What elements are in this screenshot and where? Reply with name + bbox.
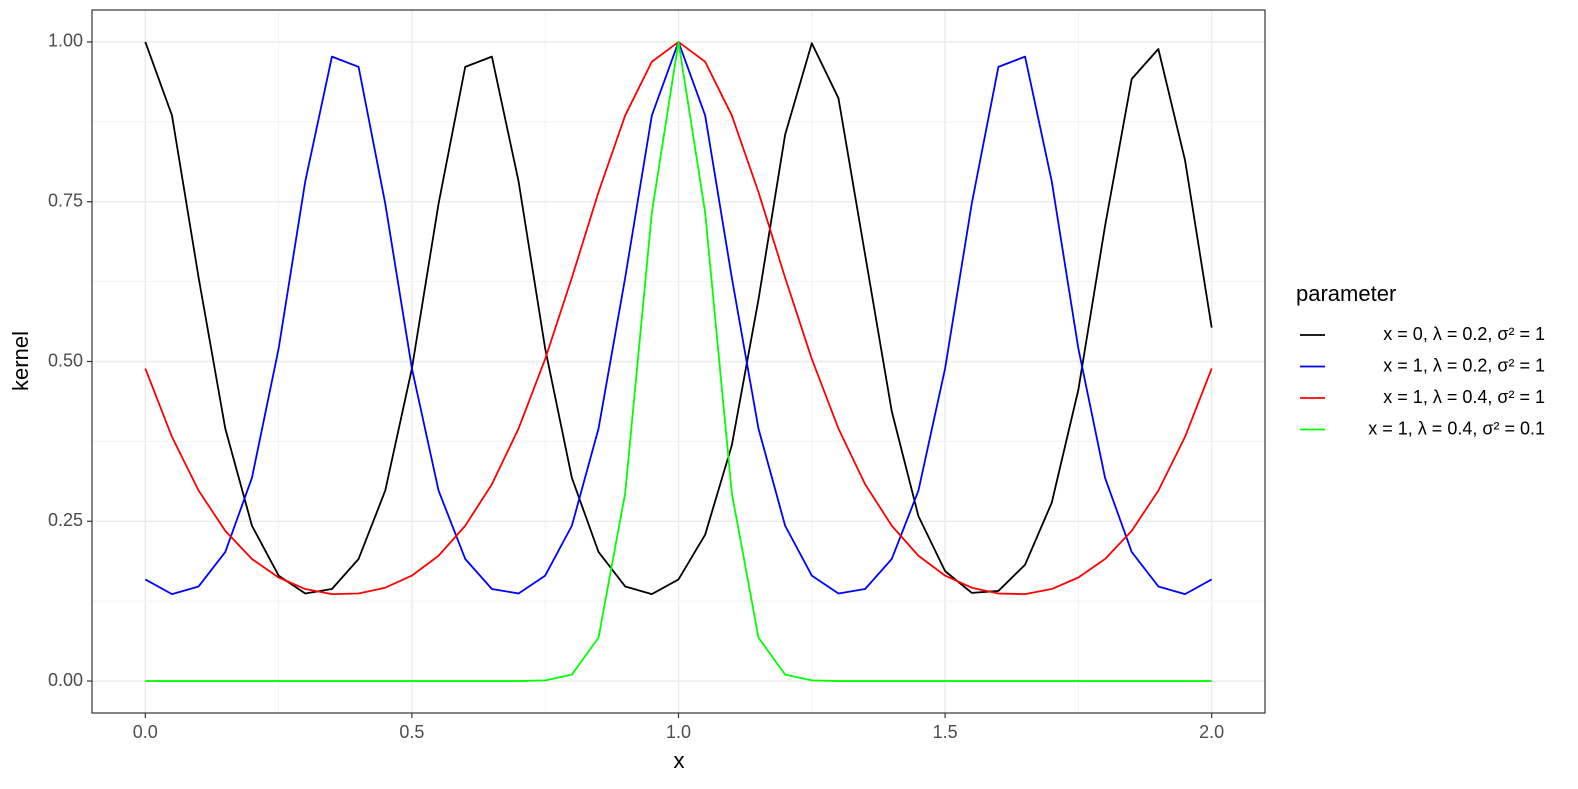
legend-label: x = 1, λ = 0.2, σ² = 1 [1383,355,1545,375]
series-line [145,41,1212,682]
y-axis-label: kernel [8,331,33,391]
y-tick-label: 0.00 [48,670,83,690]
y-tick-label: 0.50 [48,350,83,370]
x-tick-label: 1.0 [666,722,691,742]
legend-label: x = 1, λ = 0.4, σ² = 0.1 [1368,418,1545,438]
legend-label: x = 0, λ = 0.2, σ² = 1 [1383,324,1545,344]
legend: x = 0, λ = 0.2, σ² = 1 x = 1, λ = 0.2, σ²… [1300,324,1545,438]
legend-label: x = 1, λ = 0.4, σ² = 1 [1383,387,1545,407]
lines [144,41,1213,682]
y-tick-label: 0.25 [48,510,83,530]
x-tick-label: 2.0 [1199,722,1224,742]
x-tick-label: 0.5 [399,722,424,742]
y-tick-label: 1.00 [48,31,83,51]
x-axis-label: x [674,748,685,773]
y-tick-label: 0.75 [48,190,83,210]
series-line [144,41,1213,596]
x-tick-label: 1.5 [933,722,958,742]
x-tick-label: 0.0 [133,722,158,742]
legend-title: parameter [1296,281,1396,306]
